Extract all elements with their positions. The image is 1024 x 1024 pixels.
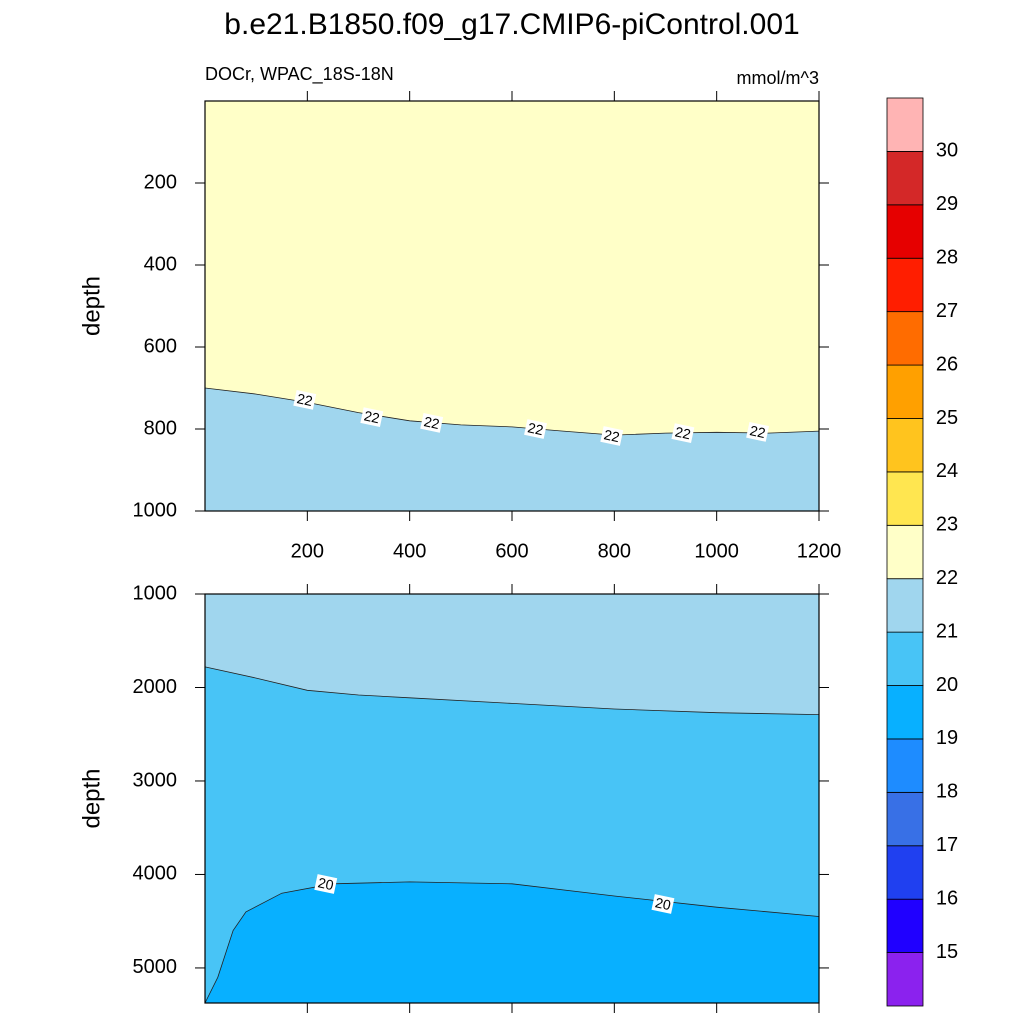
y-tick-label: 800 bbox=[144, 417, 177, 439]
colorbar-box bbox=[886, 845, 924, 900]
colorbar-label: 16 bbox=[936, 887, 958, 909]
contour-label-box bbox=[600, 426, 624, 446]
colorbar-label: 21 bbox=[936, 620, 958, 642]
y-tick-label: 600 bbox=[144, 335, 177, 357]
contour-line bbox=[204, 666, 820, 715]
colorbar-box bbox=[886, 685, 924, 740]
y-tick-label: 1000 bbox=[133, 499, 178, 521]
colorbar-box bbox=[886, 471, 924, 526]
x-tick-label: 1200 bbox=[797, 540, 842, 562]
y-tick-label: 2000 bbox=[133, 676, 178, 698]
colorbar-label: 23 bbox=[936, 514, 958, 536]
colorbar-label: 27 bbox=[936, 300, 958, 322]
colorbar-label: 22 bbox=[936, 567, 958, 589]
x-tick-label: 800 bbox=[598, 540, 631, 562]
contour-label: 20 bbox=[317, 874, 336, 893]
colorbar-box bbox=[886, 578, 924, 633]
colorbar-box bbox=[886, 311, 924, 366]
contour-label-box bbox=[314, 874, 338, 894]
subtitle-left: DOCr, WPAC_18S-18N bbox=[205, 64, 394, 85]
x-tick-label: 1000 bbox=[694, 540, 739, 562]
subtitle-right: mmol/m^3 bbox=[737, 68, 819, 88]
contour-label: 22 bbox=[748, 422, 767, 441]
colorbar-label: 28 bbox=[936, 247, 958, 269]
x-tick-label: 200 bbox=[291, 540, 324, 562]
colorbar-label: 19 bbox=[936, 727, 958, 749]
contour-label-box bbox=[746, 421, 770, 442]
contour-label-box bbox=[360, 407, 384, 428]
colorbar-box bbox=[886, 257, 924, 313]
colorbar-box bbox=[886, 791, 924, 847]
colorbar-label: 30 bbox=[936, 140, 958, 162]
contour-label: 22 bbox=[363, 407, 382, 426]
contour-label-box bbox=[651, 894, 675, 914]
contour-label-box bbox=[524, 419, 547, 439]
y-tick-label: 1000 bbox=[133, 582, 178, 604]
contour-label: 22 bbox=[603, 426, 622, 445]
colorbar-label: 18 bbox=[936, 781, 958, 803]
colorbar-box bbox=[886, 418, 924, 473]
colorbar-box bbox=[886, 364, 924, 419]
y-tick-label: 5000 bbox=[133, 956, 178, 978]
panel: 22 22 22 22 22 22 22 200 400 600 800 1000 200 400 600 8… bbox=[78, 64, 841, 563]
colorbar-box bbox=[886, 898, 924, 953]
colorbar-label: 20 bbox=[936, 674, 958, 696]
contour-label: 22 bbox=[674, 423, 693, 442]
y-tick-label: 4000 bbox=[133, 863, 178, 885]
contour-label: 22 bbox=[526, 419, 545, 438]
panel: 20 20 1000 2000 3000 4000 5000 depth bbox=[78, 582, 829, 1013]
colorbar-box bbox=[886, 524, 924, 580]
contour-label-box bbox=[293, 389, 317, 410]
colorbar-label: 24 bbox=[936, 460, 958, 482]
y-axis-label: depth bbox=[78, 276, 105, 336]
colorbar-box bbox=[886, 952, 924, 1007]
y-axis-label: depth bbox=[78, 768, 105, 828]
x-tick-label: 600 bbox=[495, 540, 528, 562]
colorbar-label: 15 bbox=[936, 941, 958, 963]
colorbar-box bbox=[886, 151, 924, 206]
x-tick-label: 400 bbox=[393, 540, 426, 562]
colorbar-label: 29 bbox=[936, 193, 958, 215]
colorbar-box bbox=[886, 738, 924, 793]
contour-label: 22 bbox=[296, 390, 315, 409]
contour-label: 22 bbox=[422, 413, 441, 432]
contour-label: 20 bbox=[654, 894, 673, 913]
contour-label-box bbox=[420, 412, 444, 433]
y-tick-label: 400 bbox=[144, 253, 177, 275]
colorbar-box bbox=[886, 204, 924, 259]
contour-fill bbox=[205, 388, 819, 511]
colorbar-box bbox=[886, 631, 924, 686]
colorbar-box bbox=[886, 97, 924, 152]
colorbar-label: 26 bbox=[936, 353, 958, 375]
colorbar-label: 25 bbox=[936, 407, 958, 429]
contour-label-box bbox=[671, 423, 695, 444]
figure-title: b.e21.B1850.f09_g17.CMIP6-piControl.001 bbox=[224, 8, 799, 41]
colorbar-label: 17 bbox=[936, 834, 958, 856]
colorbar: 15 16 17 18 19 20 21 22 23 24 25 26 27 28 29 30 bbox=[886, 97, 958, 1007]
y-tick-label: 200 bbox=[144, 171, 177, 193]
y-tick-label: 3000 bbox=[133, 769, 178, 791]
